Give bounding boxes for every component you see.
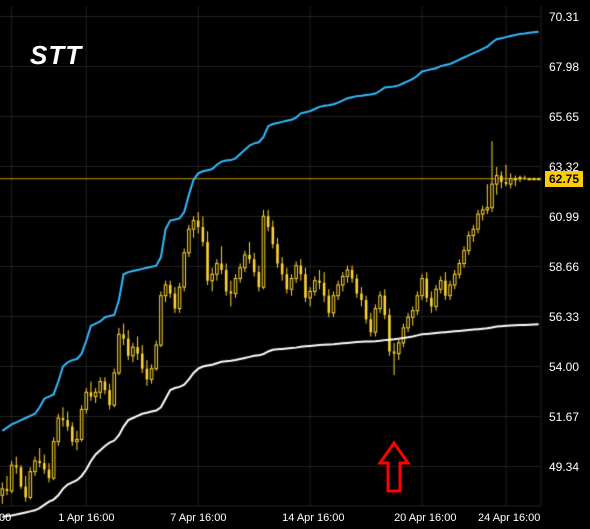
y-axis-label: 49.34 — [549, 460, 579, 474]
y-axis-label: 56.33 — [549, 310, 579, 324]
x-axis-label: 24 Apr 16:00 — [478, 512, 540, 524]
y-axis-label: 58.66 — [549, 260, 579, 274]
x-axis-label: 1 Apr 16:00 — [58, 512, 114, 524]
y-axis-label: 51.67 — [549, 410, 579, 424]
chart-container: STT 49.3451.6754.0056.3358.6660.9963.326… — [0, 0, 590, 529]
y-axis-label: 70.31 — [549, 10, 579, 24]
y-axis-label: 67.98 — [549, 60, 579, 74]
x-axis-label: 7 Apr 16:00 — [170, 512, 226, 524]
x-axis-label: 16:00 — [0, 512, 11, 524]
ticker-symbol: STT — [30, 40, 82, 71]
y-axis-label: 65.65 — [549, 110, 579, 124]
x-axis-label: 14 Apr 16:00 — [282, 512, 344, 524]
y-axis-label: 54.00 — [549, 360, 579, 374]
y-axis-label: 60.99 — [549, 210, 579, 224]
x-axis-label: 20 Apr 16:00 — [394, 512, 456, 524]
current-price-tag: 62.75 — [545, 171, 583, 187]
price-chart-canvas — [0, 0, 590, 529]
